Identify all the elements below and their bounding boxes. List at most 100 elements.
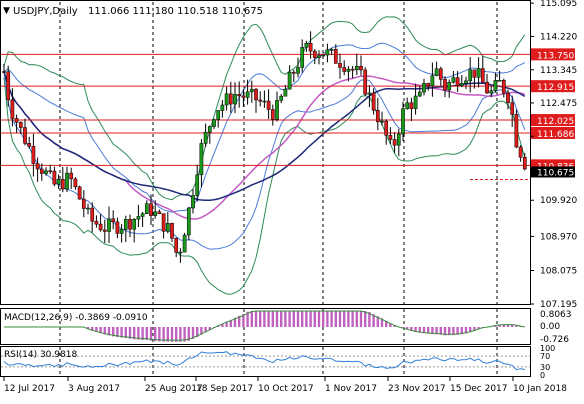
candle-down (73, 178, 78, 188)
candle-up (220, 104, 225, 111)
candle-down (384, 120, 389, 136)
price-candles (2, 31, 527, 263)
candle-up (304, 43, 309, 48)
candle-up (413, 95, 418, 109)
macd-tick-label: 0.8063 (540, 310, 572, 320)
candle-down (522, 157, 527, 170)
price-tick-label: 114.220 (540, 32, 577, 42)
price-tick-label: 115.095 (540, 0, 577, 9)
candle-up (56, 178, 61, 185)
candle-up (203, 131, 208, 144)
candle-up (451, 77, 456, 83)
time-tick-label: 18 Sep 2017 (196, 384, 253, 394)
candle-up (182, 234, 187, 253)
macd-title: MACD(12,26,9) -0.3869 -0.0910 (4, 313, 148, 323)
candle-up (468, 69, 473, 82)
candle-down (228, 93, 233, 105)
candle-up (300, 47, 305, 68)
candle-down (375, 109, 380, 123)
chevron-down-icon: ▼ (3, 6, 10, 16)
horizontal-levels (1, 53, 530, 180)
candle-down (472, 69, 477, 78)
candle-up (329, 49, 334, 51)
candle-up (195, 174, 200, 196)
candle-up (497, 80, 502, 82)
candle-up (396, 133, 401, 146)
macd-tick-label: 0.00 (540, 322, 560, 332)
candle-down (338, 63, 342, 68)
candle-down (81, 198, 86, 209)
level-label: 112.915 (537, 83, 574, 93)
candle-down (518, 146, 523, 158)
candle-up (144, 203, 149, 214)
candle-down (23, 127, 27, 144)
candle-down (115, 221, 120, 234)
chart-header: ▼ USDJPY,Daily 111.066 111.180 110.518 1… (3, 6, 263, 17)
candle-up (296, 67, 300, 74)
current-price-box (531, 166, 575, 178)
time-tick-label: 25 Aug 2017 (145, 384, 203, 394)
candle-down (514, 114, 519, 148)
price-tick-label: 112.475 (540, 99, 577, 109)
candle-down (455, 77, 460, 86)
candle-down (409, 102, 414, 109)
bollinger-upper-outer (3, 16, 526, 201)
candle-up (401, 108, 405, 135)
main-panel (0, 0, 531, 305)
candle-down (2, 71, 6, 73)
candle-down (27, 143, 32, 147)
candle-down (237, 94, 242, 97)
candle-down (149, 203, 153, 216)
level-label-box (531, 114, 575, 127)
candle-down (291, 71, 296, 74)
candle-up (207, 126, 212, 133)
candle-up (493, 80, 498, 91)
candle-up (287, 71, 292, 90)
candle-up (380, 120, 384, 123)
bollinger-lower-outer (3, 77, 526, 295)
candle-down (506, 92, 510, 103)
candle-up (136, 216, 141, 220)
candle-down (39, 168, 44, 174)
time-tick-label: 3 Aug 2017 (68, 384, 120, 394)
candle-down (174, 237, 179, 253)
candle-down (35, 163, 40, 170)
candle-down (161, 213, 166, 232)
candle-down (388, 135, 393, 140)
candle-down (241, 95, 246, 98)
candle-down (363, 69, 368, 95)
candle-down (254, 88, 258, 101)
candle-up (321, 54, 326, 57)
candle-down (308, 43, 313, 52)
candle-down (270, 109, 275, 120)
candle-up (283, 88, 288, 97)
candle-up (44, 170, 48, 174)
candle-down (438, 68, 443, 80)
candle-up (367, 92, 372, 95)
candle-up (216, 110, 221, 120)
current-price-label: 110.675 (537, 168, 574, 178)
candle-up (123, 219, 128, 230)
candle-down (77, 186, 82, 200)
candle-up (405, 102, 410, 109)
candle-up (354, 65, 359, 71)
candle-up (224, 93, 229, 106)
moving-average-navy (3, 71, 526, 201)
candle-down (102, 229, 107, 232)
price-tick-label: 107.195 (540, 300, 577, 310)
candle-down (31, 146, 36, 164)
candle-up (459, 83, 464, 86)
candle-up (447, 82, 452, 91)
level-label-box (531, 80, 575, 93)
rsi-tick-label: 30 (540, 363, 550, 372)
candle-up (262, 100, 267, 103)
candle-down (312, 50, 317, 58)
candle-down (510, 102, 515, 115)
macd-histogram (4, 310, 526, 342)
price-axis: 113.750112.915112.025111.686110.836110.6… (530, 0, 577, 380)
candle-down (350, 68, 355, 71)
candle-up (325, 49, 330, 56)
rsi-tick-label: 100 (540, 344, 555, 353)
